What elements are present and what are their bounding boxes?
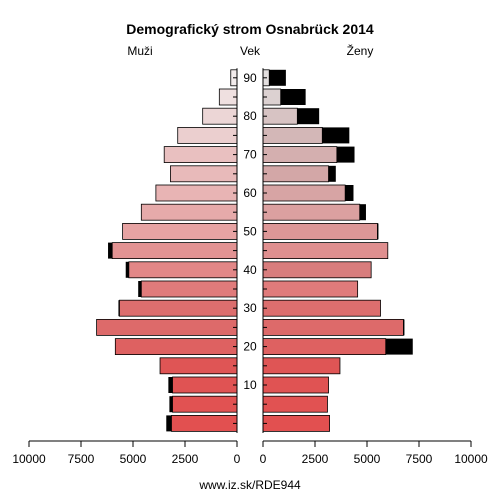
male-x-tick-label: 5000 [120, 452, 147, 466]
age-tick-label: 10 [243, 378, 257, 392]
female-x-tick-label: 2500 [302, 452, 329, 466]
male-label: Muži [127, 44, 152, 58]
female-bar-50-54 [262, 222, 378, 240]
female-excess-bar-60-64 [345, 185, 354, 201]
female-bar-75-79 [262, 127, 323, 144]
female-x-tick-label: 5000 [354, 452, 381, 466]
age-axis-label: Vek [240, 44, 261, 58]
female-bar-30-34 [262, 299, 381, 317]
male-x-tick-label: 7500 [68, 452, 95, 466]
male-bar-45-49 [111, 242, 238, 260]
female-bar-10-14 [262, 376, 329, 394]
male-excess-bar-10-14 [168, 377, 173, 393]
female-excess-bar-85-89 [280, 89, 306, 105]
female-bar-0-4 [262, 414, 330, 432]
female-bar-55-59 [262, 203, 361, 221]
female-x-tick-label: 10000 [454, 452, 488, 466]
male-excess-bar-5-9 [169, 396, 173, 413]
female-bar-35-39 [262, 280, 359, 298]
male-bar-25-29 [96, 318, 238, 336]
age-axis: 10 20 30 40 50 60 70 80 90 [233, 68, 267, 433]
female-bar-45-49 [262, 242, 389, 260]
female-bar-40-44 [262, 261, 372, 279]
female-bar-5-9 [262, 395, 328, 413]
male-x-tick-label: 2500 [172, 452, 199, 466]
female-excess-bar-75-79 [322, 127, 350, 144]
male-bar-50-54 [122, 222, 238, 240]
chart-title: Demografický strom Osnabrück 2014 [126, 21, 374, 37]
female-excess-bar-65-69 [328, 165, 336, 182]
female-excess-bar-90+ [269, 69, 286, 86]
male-bar-20-24 [114, 338, 238, 356]
female-bar-15-19 [262, 357, 341, 375]
female-bar-70-74 [262, 146, 338, 164]
female-excess-bar-25-29 [403, 319, 405, 336]
age-tick-label: 80 [243, 109, 257, 123]
male-bar-80-84 [202, 107, 238, 125]
age-tick-label: 40 [243, 263, 257, 277]
female-bar-20-24 [262, 338, 387, 356]
male-excess-bar-0-4 [166, 415, 172, 432]
age-tick-label: 50 [243, 224, 257, 238]
male-bar-30-34 [119, 299, 238, 317]
male-bar-65-69 [170, 165, 238, 183]
male-bar-0-4 [171, 414, 238, 432]
female-excess-bar-70-74 [336, 146, 355, 163]
female-bars [262, 69, 413, 432]
female-bar-25-29 [262, 318, 404, 336]
male-bars [96, 69, 238, 432]
male-bar-40-44 [128, 261, 238, 279]
male-x-tick-label: 0 [234, 452, 241, 466]
male-bar-60-64 [155, 184, 238, 202]
age-tick-label: 30 [243, 301, 257, 315]
age-tick-label: 70 [243, 148, 257, 162]
male-x-tick-label: 10000 [12, 452, 46, 466]
male-excess-bar-30-34 [118, 300, 120, 317]
female-label: Ženy [347, 43, 374, 58]
male-x-axis: 10000 7500 5000 2500 0 [12, 440, 241, 466]
male-bar-55-59 [140, 203, 238, 221]
male-excess-bar-45-49 [108, 242, 113, 259]
male-bar-5-9 [172, 395, 238, 413]
female-bar-65-69 [262, 165, 329, 183]
female-x-axis: 0 2500 5000 7500 10000 [260, 440, 488, 466]
male-bar-15-19 [159, 357, 238, 375]
male-bar-75-79 [177, 127, 238, 144]
male-bar-10-14 [172, 376, 238, 394]
female-excess-bar-80-84 [297, 108, 320, 125]
age-tick-label: 60 [243, 186, 257, 200]
age-tick-label: 90 [243, 71, 257, 85]
age-tick-label: 20 [243, 340, 257, 354]
female-excess-bar-50-54 [377, 223, 379, 240]
male-bar-35-39 [140, 280, 238, 298]
female-bar-80-84 [262, 107, 298, 125]
male-excess-bar-35-39 [138, 281, 142, 297]
female-bar-60-64 [262, 184, 346, 202]
female-excess-bar-55-59 [359, 204, 366, 221]
male-excess-bar-40-44 [125, 261, 129, 278]
female-excess-bar-20-24 [385, 338, 413, 355]
female-x-tick-label: 0 [260, 452, 267, 466]
female-x-tick-label: 7500 [406, 452, 433, 466]
male-bar-70-74 [163, 146, 238, 164]
footer-source: www.iz.sk/RDE944 [198, 478, 301, 492]
